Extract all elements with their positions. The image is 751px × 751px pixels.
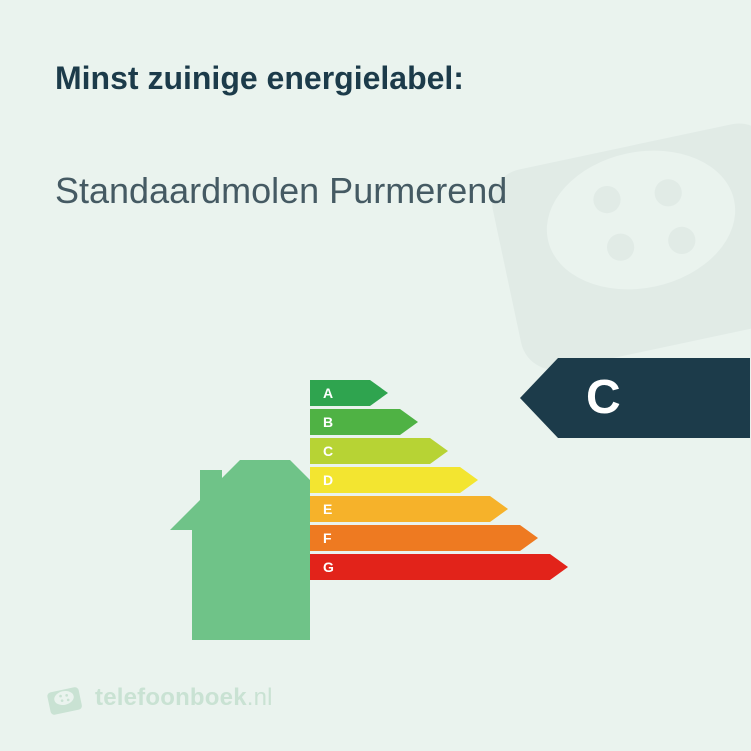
- brand-text: telefoonboek.nl: [95, 684, 273, 712]
- bar-letter: A: [323, 385, 333, 401]
- brand-tld: .nl: [247, 684, 273, 711]
- label-bar-c: C: [310, 438, 568, 464]
- rating-pointer: C: [520, 358, 750, 438]
- bar-letter: G: [323, 559, 334, 575]
- bar-shape: [310, 525, 538, 551]
- bar-letter: D: [323, 472, 333, 488]
- house-icon: [170, 460, 310, 640]
- brand-logo-icon: [45, 679, 83, 717]
- label-bar-f: F: [310, 525, 568, 551]
- bar-letter: F: [323, 530, 332, 546]
- rating-letter: C: [586, 374, 621, 422]
- label-bar-e: E: [310, 496, 568, 522]
- pointer-shape: [520, 358, 750, 438]
- brand-bold: telefoonboek: [95, 684, 247, 711]
- label-bar-g: G: [310, 554, 568, 580]
- bar-shape: [310, 380, 388, 406]
- bar-letter: C: [323, 443, 333, 459]
- bar-shape: [310, 496, 508, 522]
- footer: telefoonboek.nl: [45, 679, 273, 717]
- bar-letter: B: [323, 414, 333, 430]
- bar-shape: [310, 467, 478, 493]
- bar-shape: [310, 554, 568, 580]
- location-name: Standaardmolen Purmerend: [55, 170, 507, 212]
- card: Minst zuinige energielabel: Standaardmol…: [0, 0, 751, 751]
- label-bar-d: D: [310, 467, 568, 493]
- watermark-icon: [471, 50, 751, 395]
- page-title: Minst zuinige energielabel:: [55, 60, 464, 97]
- bar-letter: E: [323, 501, 332, 517]
